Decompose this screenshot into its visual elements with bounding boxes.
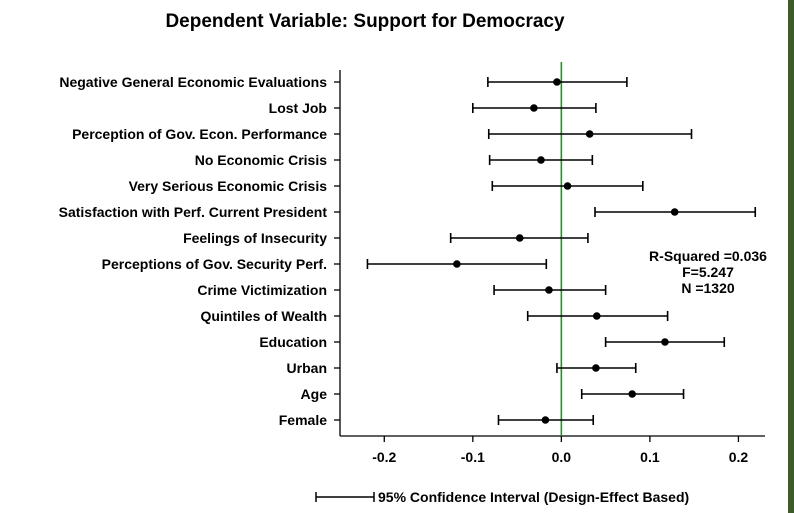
x-tick-label: -0.2 xyxy=(372,449,396,465)
x-tick-label: -0.1 xyxy=(461,449,485,465)
point-estimate xyxy=(453,260,461,268)
y-category-label: Education xyxy=(259,334,327,350)
y-category-label: Crime Victimization xyxy=(197,282,327,298)
x-ticks: -0.2 -0.1 0.0 0.1 0.2 xyxy=(372,436,748,465)
x-tick-label: 0.0 xyxy=(552,449,572,465)
point-estimate xyxy=(553,78,561,86)
annotation-r-squared: R-Squared =0.036 xyxy=(649,248,767,264)
point-estimate xyxy=(545,286,553,294)
y-category-label: Perception of Gov. Econ. Performance xyxy=(72,126,327,142)
y-category-label: Satisfaction with Perf. Current Presiden… xyxy=(59,204,328,220)
point-estimate xyxy=(592,312,601,320)
y-category-label: Very Serious Economic Crisis xyxy=(129,178,328,194)
axes xyxy=(339,70,765,437)
x-tick-label: 0.2 xyxy=(729,449,749,465)
point-estimate xyxy=(670,208,679,216)
y-category-label: Quintiles of Wealth xyxy=(200,308,327,324)
point-estimate xyxy=(592,364,600,372)
y-category-label: Lost Job xyxy=(269,100,327,116)
point-estimate xyxy=(563,182,572,190)
point-estimate xyxy=(585,130,594,138)
y-category-label: Perceptions of Gov. Security Perf. xyxy=(102,256,327,272)
point-estimate xyxy=(541,416,550,424)
y-category-label: Urban xyxy=(287,360,327,376)
y-category-label: Female xyxy=(279,412,327,428)
frame-accent-bar xyxy=(788,0,794,513)
point-estimate xyxy=(661,338,669,346)
y-category-label: Age xyxy=(301,386,328,402)
point-estimate xyxy=(628,390,636,398)
y-category-label: No Economic Crisis xyxy=(195,152,327,168)
model-fit-annotations: R-Squared =0.036 F=5.247 N =1320 xyxy=(649,248,767,296)
annotation-f-stat: F=5.247 xyxy=(682,264,734,280)
point-estimate xyxy=(537,156,545,164)
y-category-label: Feelings of Insecurity xyxy=(183,230,327,246)
estimate-marks xyxy=(366,77,757,425)
legend-label: 95% Confidence Interval (Design-Effect B… xyxy=(378,489,689,505)
x-tick-label: 0.1 xyxy=(640,449,660,465)
y-category-label: Negative General Economic Evaluations xyxy=(59,74,327,90)
annotation-n: N =1320 xyxy=(681,280,735,296)
legend: 95% Confidence Interval (Design-Effect B… xyxy=(315,489,689,505)
chart-title: Dependent Variable: Support for Democrac… xyxy=(165,11,565,32)
point-estimate xyxy=(530,104,538,112)
y-category-labels: Negative General Economic Evaluations Los… xyxy=(59,74,340,428)
point-estimate xyxy=(515,234,524,242)
